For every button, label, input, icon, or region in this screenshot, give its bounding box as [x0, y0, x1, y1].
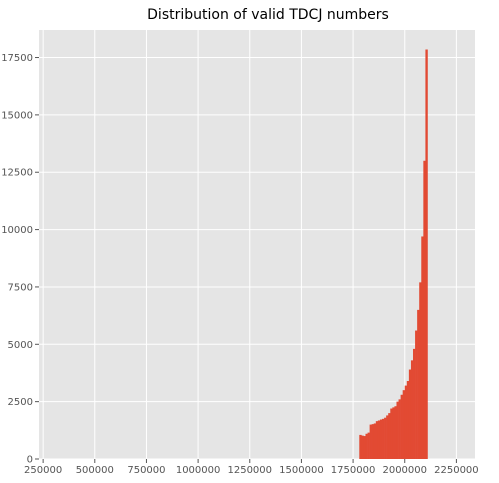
histogram-bar [384, 417, 387, 459]
histogram-bar [417, 309, 420, 459]
histogram-bar [394, 406, 397, 459]
histogram-bars [359, 49, 428, 459]
histogram-bar [398, 399, 401, 459]
histogram-bar [396, 401, 399, 459]
x-tick-label: 2250000 [434, 465, 479, 476]
histogram-bar [359, 434, 362, 459]
x-tick-label: 1750000 [331, 465, 376, 476]
x-tick-label: 750000 [127, 465, 165, 476]
histogram-bar [386, 415, 389, 459]
histogram-bar [367, 432, 370, 459]
histogram-bar [423, 160, 426, 459]
x-tick-label: 1000000 [176, 465, 221, 476]
y-axis: 0 2500 5000 7500 10000 12500 15000 17500 [1, 53, 39, 466]
histogram-bar [421, 236, 424, 459]
y-tick-label: 15000 [1, 110, 33, 121]
y-tick-label: 10000 [1, 225, 33, 236]
histogram-bar [361, 435, 364, 459]
y-tick-label: 0 [27, 455, 33, 466]
y-tick-label: 5000 [8, 340, 33, 351]
histogram-bar [415, 330, 418, 459]
x-tick-label: 2000000 [382, 465, 427, 476]
histogram-bar [419, 282, 422, 459]
histogram-bar [390, 408, 393, 459]
y-tick-label: 7500 [8, 282, 33, 293]
histogram-bar [369, 424, 372, 459]
histogram-bar [410, 360, 414, 459]
histogram-bar [373, 423, 377, 459]
x-tick-label: 1250000 [227, 465, 272, 476]
histogram-bar [379, 419, 383, 459]
histogram-bar [413, 348, 416, 459]
histogram-bar [425, 49, 428, 459]
chart-title: Distribution of valid TDCJ numbers [147, 7, 389, 23]
x-tick-label: 250000 [24, 465, 62, 476]
histogram-bar [375, 421, 379, 459]
plot-area [39, 30, 475, 459]
histogram-bar [408, 369, 412, 459]
y-tick-label: 12500 [1, 168, 33, 179]
histogram-bar [404, 385, 408, 459]
x-axis: 250000 500000 750000 1000000 1250000 1500000 1… [24, 459, 479, 476]
histogram-bar [400, 394, 403, 459]
histogram-bar [406, 381, 410, 459]
histogram-bar [402, 390, 406, 459]
histogram-bar [392, 407, 395, 459]
y-tick-label: 2500 [8, 397, 33, 408]
histogram-bar [371, 424, 375, 459]
histogram-bar [388, 413, 391, 459]
histogram-bar [377, 420, 381, 459]
histogram-bar [363, 436, 366, 459]
x-tick-label: 500000 [76, 465, 114, 476]
x-tick-label: 1500000 [279, 465, 324, 476]
y-tick-label: 17500 [1, 53, 33, 64]
histogram-bar [365, 433, 368, 459]
histogram-bar [382, 418, 385, 459]
